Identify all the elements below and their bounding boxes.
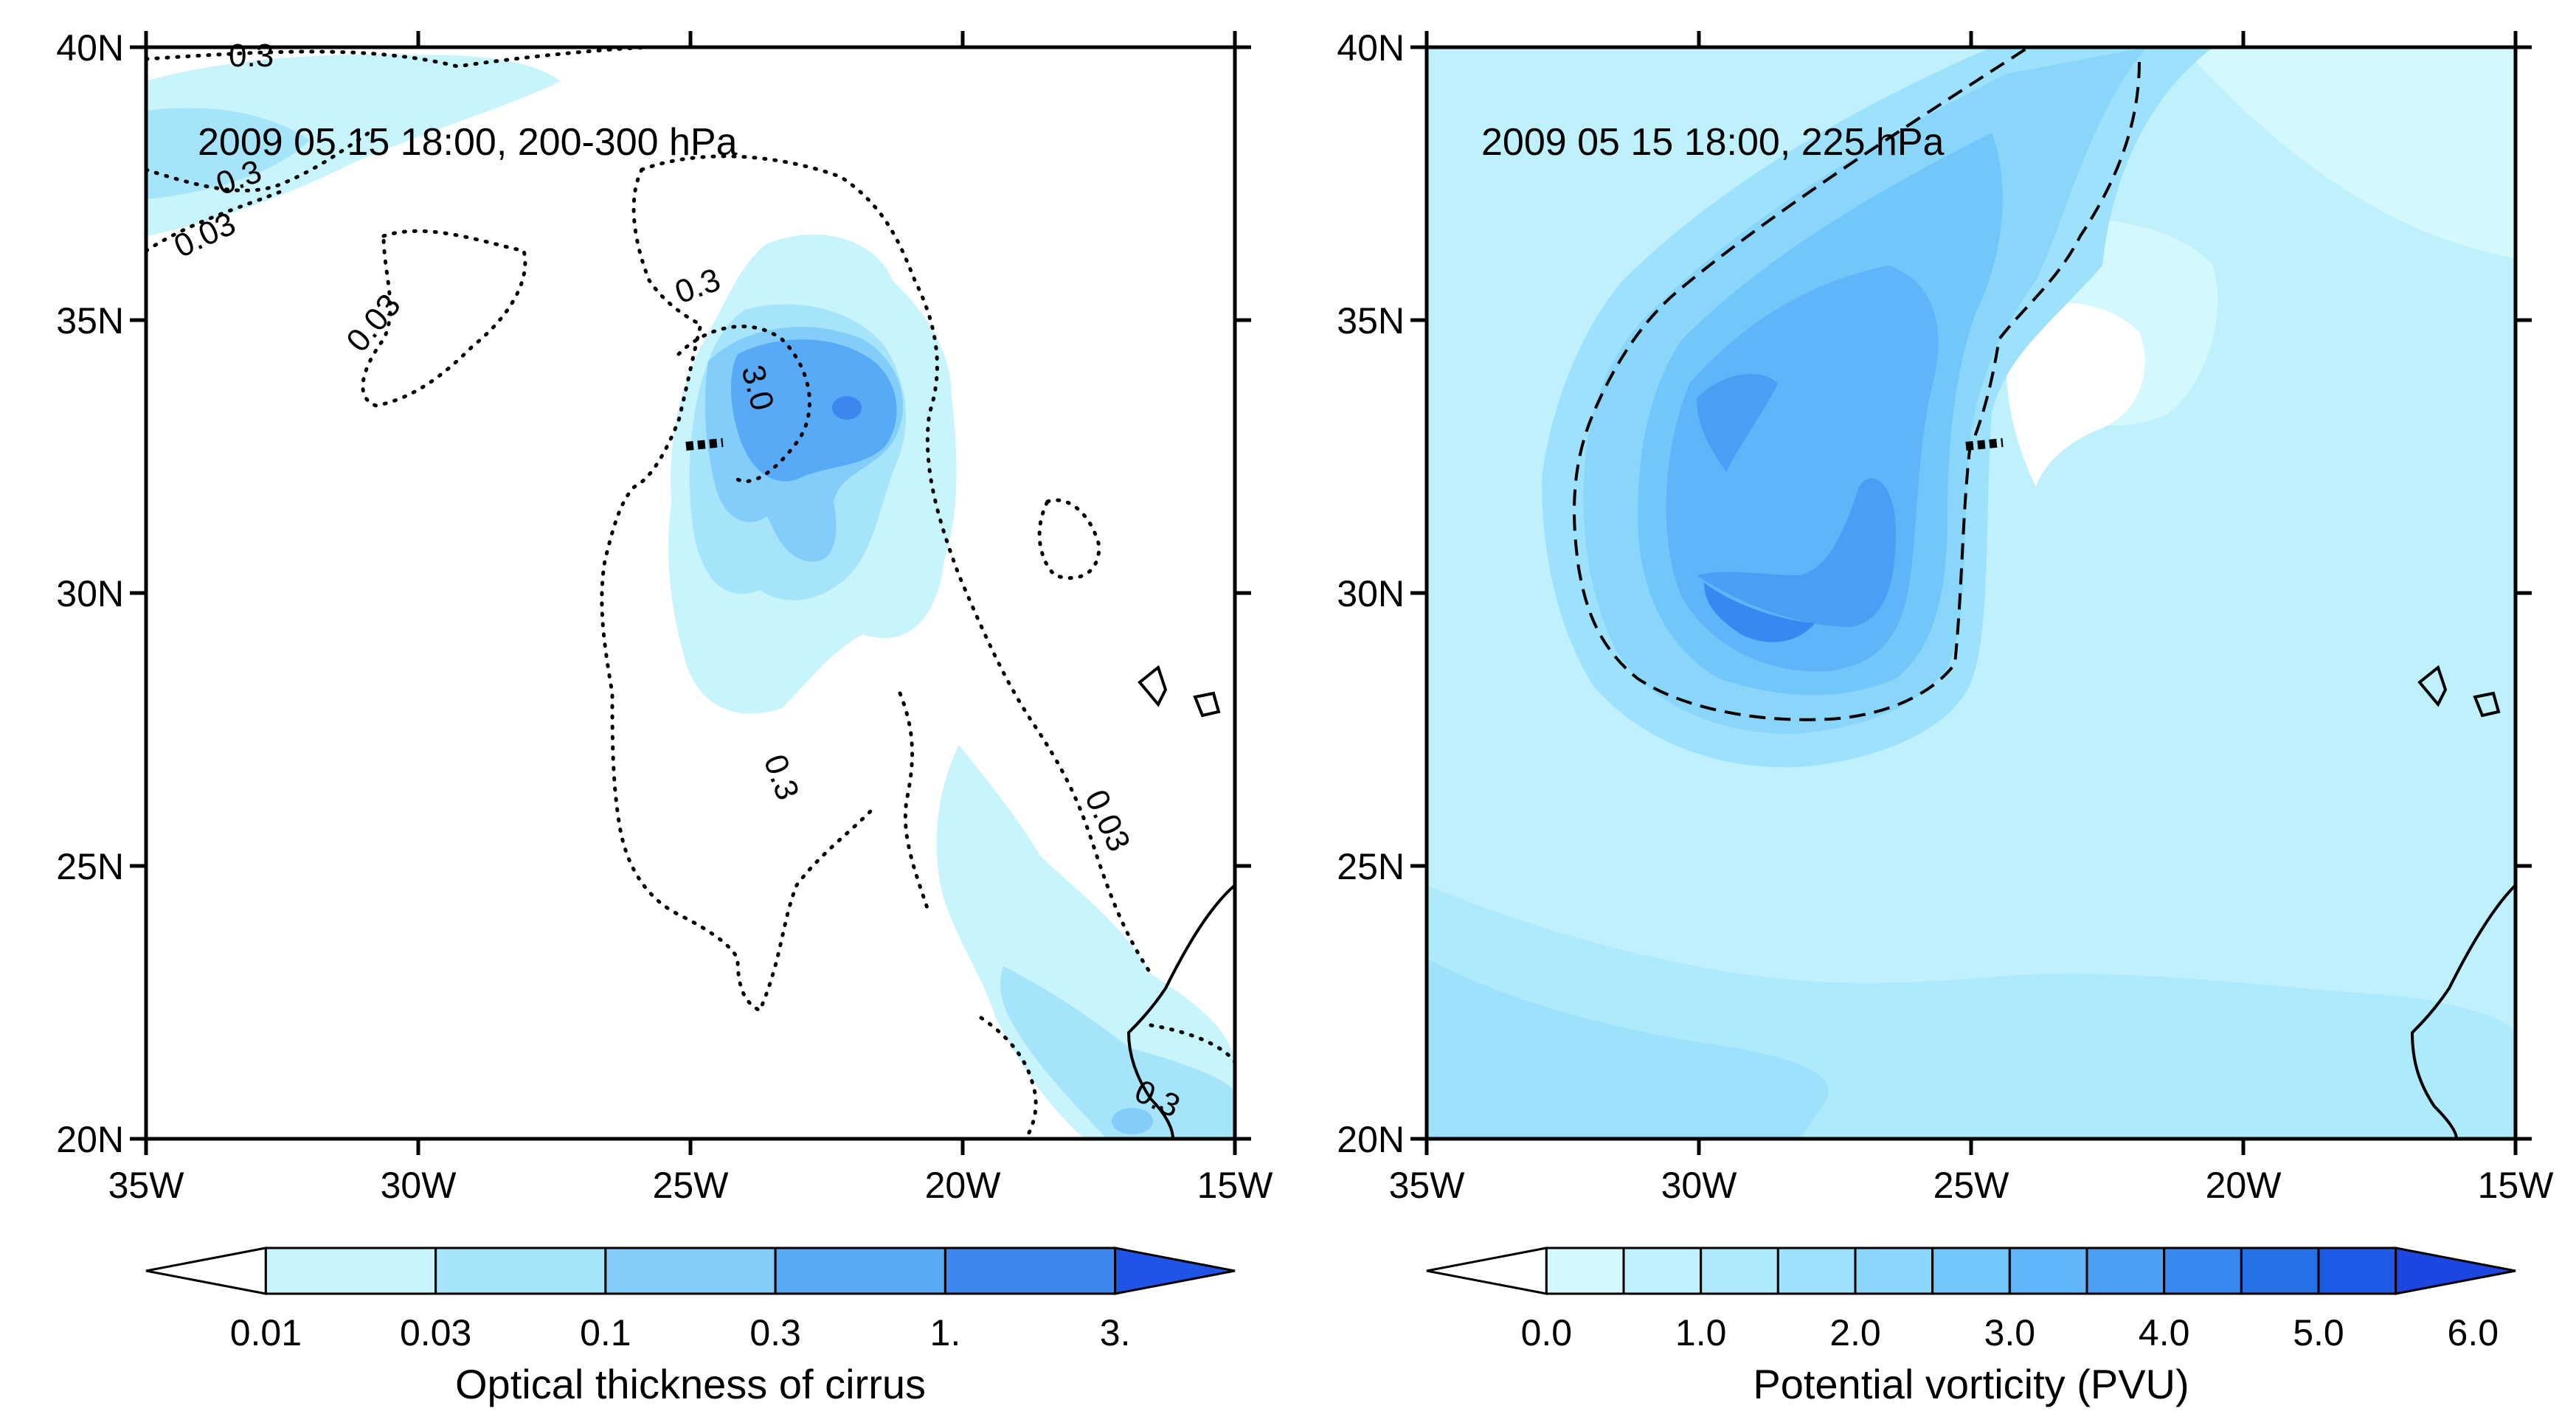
y-tick-label: 20N bbox=[56, 1119, 124, 1160]
pv-low-north bbox=[2184, 47, 2516, 258]
right-panel-title: 2009 05 15 18:00, 225 hPa bbox=[1481, 121, 1945, 164]
pv-field bbox=[1427, 47, 2516, 1139]
x-tick-label: 25W bbox=[653, 1165, 730, 1206]
cirrus-core bbox=[730, 339, 897, 482]
left-coastline bbox=[1126, 665, 1235, 1139]
right-axes: 35W 30W 25W 20W 15W 40N 35N 30N 25N 20N bbox=[1337, 27, 2554, 1206]
colorbar-tick-label: 0.3 bbox=[749, 1312, 801, 1353]
y-tick-label: 40N bbox=[56, 27, 124, 69]
left-colorbar: 0.01 0.03 0.1 0.3 1. 3. bbox=[145, 1247, 1236, 1353]
right-coastline bbox=[2410, 665, 2516, 1139]
contour-label: 0.3 bbox=[229, 38, 274, 74]
y-tick-label: 35N bbox=[56, 300, 124, 341]
y-tick-label: 25N bbox=[56, 846, 124, 887]
cirrus-streak-south bbox=[936, 745, 1235, 1139]
colorbar-swatch bbox=[1545, 1247, 1625, 1295]
colorbar-cap-low bbox=[145, 1247, 267, 1295]
pv-low-east-white bbox=[2007, 302, 2145, 487]
colorbar-tick-label: 5.0 bbox=[2293, 1312, 2344, 1353]
x-tick-label: 20W bbox=[925, 1165, 1002, 1206]
left-flight-track bbox=[685, 438, 724, 451]
colorbar-swatch bbox=[2317, 1247, 2397, 1295]
colorbar-tick-label: 1.0 bbox=[1675, 1312, 1727, 1353]
colorbar-tick-label: 3. bbox=[1100, 1312, 1131, 1353]
pv-streamer-l5 bbox=[1697, 478, 1896, 627]
colorbar-tick-label: 0.03 bbox=[400, 1312, 471, 1353]
pv-dashed-contour bbox=[1573, 47, 2141, 721]
x-tick-label: 15W bbox=[1197, 1165, 1274, 1206]
colorbar-tick-label: 6.0 bbox=[2448, 1312, 2499, 1353]
colorbar-swatch bbox=[1776, 1247, 1857, 1295]
colorbar-tick-label: 3.0 bbox=[1984, 1312, 2036, 1353]
x-tick-label: 35W bbox=[1389, 1165, 1466, 1206]
cirrus-band-nw-inner bbox=[146, 108, 310, 199]
left-panel-title: 2009 05 15 18:00, 200-300 hPa bbox=[198, 121, 738, 164]
right-map-panel: 35W 30W 25W 20W 15W 40N 35N 30N 25N 20N 2009 05 1… bbox=[1337, 27, 2554, 1206]
right-flight-track bbox=[1965, 438, 2004, 451]
cirrus-field bbox=[146, 47, 1235, 1139]
x-tick-label: 25W bbox=[1933, 1165, 2010, 1206]
x-tick-label: 15W bbox=[2478, 1165, 2555, 1206]
x-tick-label: 35W bbox=[108, 1165, 185, 1206]
x-tick-label: 20W bbox=[2206, 1165, 2282, 1206]
y-tick-label: 30N bbox=[1337, 573, 1405, 614]
x-tick-label: 30W bbox=[1661, 1165, 1738, 1206]
colorbar-swatch bbox=[1931, 1247, 2011, 1295]
right-colorbar-label: Potential vorticity (PVU) bbox=[1753, 1361, 2189, 1407]
y-tick-label: 35N bbox=[1337, 300, 1405, 341]
y-tick-label: 40N bbox=[1337, 27, 1405, 69]
colorbar-cap-low bbox=[1426, 1247, 1548, 1295]
pv-band-south-inner bbox=[1427, 959, 1829, 1139]
y-tick-label: 20N bbox=[1337, 1119, 1405, 1160]
colorbar-swatch bbox=[604, 1247, 777, 1295]
pv-streamer-l6 bbox=[1704, 583, 1815, 642]
colorbar-swatch bbox=[774, 1247, 946, 1295]
x-tick-label: 30W bbox=[381, 1165, 457, 1206]
colorbar-swatch bbox=[1700, 1247, 1779, 1295]
colorbar-tick-label: 0.1 bbox=[580, 1312, 631, 1353]
left-axes: 35W 30W 25W 20W 15W 40N 35N 30N 25N 20N bbox=[56, 27, 1273, 1206]
cirrus-streak-south-max bbox=[1112, 1108, 1153, 1134]
colorbar-swatch bbox=[2240, 1247, 2320, 1295]
colorbar-cap-high bbox=[2395, 1247, 2516, 1295]
right-colorbar: 0.0 1.0 2.0 3.0 4.0 5.0 6.0 bbox=[1426, 1247, 2516, 1353]
colorbar-swatch bbox=[944, 1247, 1117, 1295]
colorbar-swatch bbox=[264, 1247, 437, 1295]
colorbar-tick-label: 0.01 bbox=[230, 1312, 302, 1353]
colorbar-tick-label: 1. bbox=[930, 1312, 961, 1353]
y-tick-label: 25N bbox=[1337, 846, 1405, 887]
left-colorbar-label: Optical thickness of cirrus bbox=[455, 1361, 926, 1407]
cirrus-max bbox=[832, 396, 862, 420]
colorbar-tick-label: 0.0 bbox=[1521, 1312, 1573, 1353]
colorbar-swatch bbox=[434, 1247, 607, 1295]
colorbar-swatch bbox=[2163, 1247, 2243, 1295]
colorbar-cap-high bbox=[1114, 1247, 1236, 1295]
cirrus-streak-south-mid bbox=[1000, 966, 1235, 1139]
y-tick-label: 30N bbox=[56, 573, 124, 614]
colorbar-tick-label: 4.0 bbox=[2139, 1312, 2190, 1353]
colorbar-swatch bbox=[1854, 1247, 1934, 1295]
colorbar-swatch bbox=[2008, 1247, 2088, 1295]
colorbar-swatch bbox=[2085, 1247, 2166, 1295]
pv-streamer-l5b bbox=[1697, 373, 1778, 472]
colorbar-swatch bbox=[1622, 1247, 1703, 1295]
colorbar-tick-label: 2.0 bbox=[1829, 1312, 1881, 1353]
